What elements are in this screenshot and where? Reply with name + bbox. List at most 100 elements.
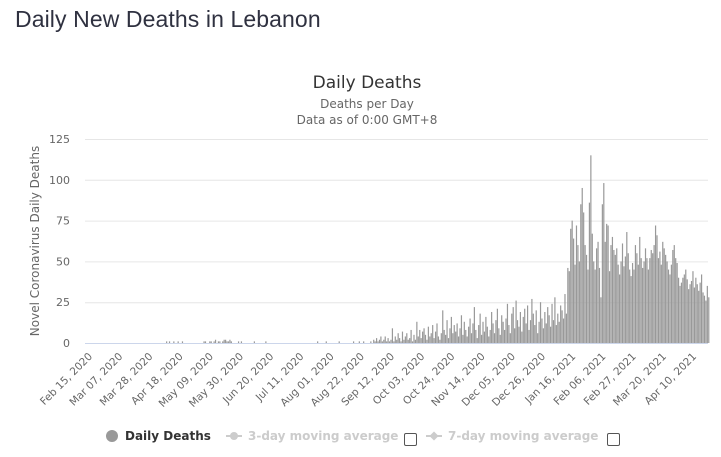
bar[interactable]: [514, 328, 516, 343]
bar[interactable]: [473, 307, 475, 343]
bar[interactable]: [414, 339, 417, 343]
bar[interactable]: [486, 326, 488, 343]
bar[interactable]: [475, 329, 477, 343]
bar[interactable]: [607, 225, 609, 344]
bar[interactable]: [656, 235, 658, 343]
bar[interactable]: [393, 341, 395, 343]
bar[interactable]: [542, 328, 545, 343]
bar[interactable]: [370, 341, 372, 343]
bar[interactable]: [538, 321, 540, 343]
bar[interactable]: [470, 333, 473, 343]
bar[interactable]: [571, 220, 573, 343]
bar[interactable]: [401, 331, 404, 343]
bar[interactable]: [502, 321, 504, 343]
bar[interactable]: [168, 341, 171, 343]
bar[interactable]: [570, 228, 572, 343]
bar[interactable]: [499, 334, 501, 343]
bar[interactable]: [560, 305, 562, 343]
bar[interactable]: [552, 320, 555, 343]
bar[interactable]: [708, 297, 710, 343]
bar[interactable]: [422, 331, 424, 343]
bar[interactable]: [639, 236, 641, 343]
bar[interactable]: [240, 341, 243, 343]
bar[interactable]: [498, 328, 500, 343]
bar[interactable]: [485, 316, 487, 343]
bar[interactable]: [452, 333, 454, 343]
bar[interactable]: [380, 336, 382, 343]
bar[interactable]: [665, 254, 667, 343]
bar[interactable]: [682, 277, 684, 343]
bar[interactable]: [623, 266, 625, 343]
bar[interactable]: [653, 245, 655, 343]
bar[interactable]: [472, 323, 474, 343]
bar[interactable]: [583, 212, 585, 343]
bar[interactable]: [387, 338, 389, 343]
bar[interactable]: [702, 292, 704, 343]
bar[interactable]: [531, 298, 533, 343]
bar[interactable]: [537, 333, 539, 343]
bar[interactable]: [617, 264, 619, 343]
bar[interactable]: [516, 320, 519, 343]
bar[interactable]: [411, 341, 414, 343]
bar[interactable]: [436, 323, 438, 343]
bar[interactable]: [676, 263, 678, 343]
bar[interactable]: [317, 341, 319, 343]
bar[interactable]: [620, 261, 622, 343]
bar[interactable]: [667, 269, 670, 343]
bar[interactable]: [223, 339, 225, 343]
bar[interactable]: [403, 339, 405, 343]
bar[interactable]: [495, 320, 497, 343]
bar[interactable]: [550, 326, 552, 343]
bar[interactable]: [445, 334, 447, 343]
bar[interactable]: [616, 248, 618, 343]
bar[interactable]: [673, 245, 675, 343]
bar[interactable]: [509, 333, 511, 343]
bar[interactable]: [598, 267, 601, 343]
bar[interactable]: [457, 336, 460, 343]
bar[interactable]: [604, 241, 606, 343]
bar[interactable]: [381, 341, 383, 343]
bar[interactable]: [646, 258, 648, 343]
bar[interactable]: [703, 295, 706, 343]
bar[interactable]: [608, 271, 611, 343]
bar[interactable]: [659, 251, 661, 343]
bar[interactable]: [363, 341, 365, 343]
bar[interactable]: [611, 236, 614, 343]
bar[interactable]: [386, 341, 388, 343]
bar[interactable]: [423, 328, 425, 343]
bar[interactable]: [654, 225, 657, 344]
bar[interactable]: [166, 341, 168, 343]
bar[interactable]: [690, 280, 693, 343]
bar[interactable]: [476, 338, 478, 343]
bar[interactable]: [600, 297, 602, 343]
bar[interactable]: [672, 249, 674, 343]
bar[interactable]: [427, 326, 429, 343]
bar[interactable]: [642, 267, 644, 343]
bar[interactable]: [596, 248, 598, 343]
bar[interactable]: [493, 333, 496, 343]
bar[interactable]: [511, 313, 513, 343]
bar[interactable]: [214, 339, 217, 343]
bar[interactable]: [210, 341, 212, 343]
bar[interactable]: [388, 341, 391, 343]
bar[interactable]: [400, 341, 402, 343]
bar[interactable]: [573, 238, 575, 343]
bar[interactable]: [417, 336, 419, 343]
legend-item-3-day-moving-average[interactable]: 3-day moving average: [226, 429, 398, 443]
bar[interactable]: [662, 241, 664, 343]
bar[interactable]: [548, 315, 550, 343]
bar[interactable]: [230, 341, 232, 343]
bar[interactable]: [439, 339, 441, 343]
bar[interactable]: [631, 263, 634, 343]
bar[interactable]: [424, 334, 427, 343]
bar[interactable]: [453, 325, 455, 343]
bar[interactable]: [650, 249, 652, 343]
bar[interactable]: [488, 336, 490, 343]
bar[interactable]: [644, 248, 647, 343]
bar[interactable]: [376, 338, 378, 343]
bar[interactable]: [407, 339, 409, 343]
bar[interactable]: [432, 325, 434, 343]
bar[interactable]: [575, 225, 578, 344]
bar[interactable]: [693, 287, 695, 343]
bar[interactable]: [219, 341, 221, 343]
